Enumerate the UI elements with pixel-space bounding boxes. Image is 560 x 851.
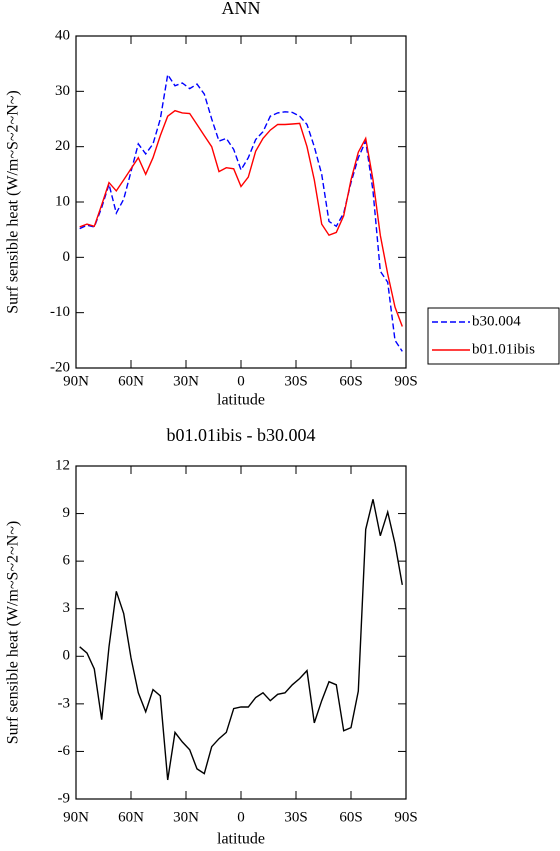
x-tick-label: 60N	[118, 809, 144, 825]
x-tick-label: 30S	[284, 809, 307, 825]
x-tick-label: 90N	[63, 809, 89, 825]
data-line	[79, 72, 403, 352]
y-axis-label: Surf sensible heat (W/m~S~2~N~)	[5, 90, 22, 313]
x-axis-label: latitude	[217, 392, 265, 409]
x-tick-label: 30N	[173, 809, 199, 825]
y-tick-label: 6	[63, 553, 71, 569]
y-axis-label: Surf sensible heat (W/m~S~2~N~)	[5, 521, 22, 744]
x-axis-label: latitude	[217, 831, 265, 848]
y-tick-label: -10	[50, 304, 70, 320]
y-tick-label: 9	[63, 505, 71, 521]
x-tick-label: 90N	[63, 373, 89, 389]
x-tick-label: 90S	[394, 373, 417, 389]
y-tick-label: -9	[58, 790, 71, 806]
x-tick-label: 60S	[339, 373, 362, 389]
legend-box	[427, 307, 560, 365]
chart-title: b01.01ibis - b30.004	[166, 425, 315, 445]
y-tick-label: 12	[55, 457, 70, 473]
legend-label: b30.004	[472, 313, 521, 329]
x-tick-label: 60N	[118, 373, 144, 389]
data-line	[79, 109, 403, 327]
x-tick-label: 0	[237, 373, 245, 389]
data-line	[79, 499, 403, 781]
x-tick-label: 30N	[173, 373, 199, 389]
x-tick-label: 0	[237, 809, 245, 825]
plot-frame	[75, 35, 407, 369]
x-tick-label: 60S	[339, 809, 362, 825]
x-tick-label: 90S	[394, 809, 417, 825]
plot-frame	[75, 465, 407, 800]
y-tick-label: 20	[55, 138, 70, 154]
x-tick-label: 30S	[284, 373, 307, 389]
y-tick-label: 40	[55, 27, 70, 43]
chart-title: ANN	[222, 0, 261, 18]
y-tick-label: 10	[55, 193, 70, 209]
y-tick-label: 30	[55, 83, 70, 99]
y-tick-label: -3	[58, 695, 71, 711]
y-tick-label: 0	[63, 648, 71, 664]
y-tick-label: 3	[63, 600, 71, 616]
y-tick-label: 0	[63, 249, 71, 265]
legend-label: b01.01ibis	[472, 341, 535, 357]
y-tick-label: -20	[50, 359, 70, 375]
y-tick-label: -6	[58, 743, 71, 759]
